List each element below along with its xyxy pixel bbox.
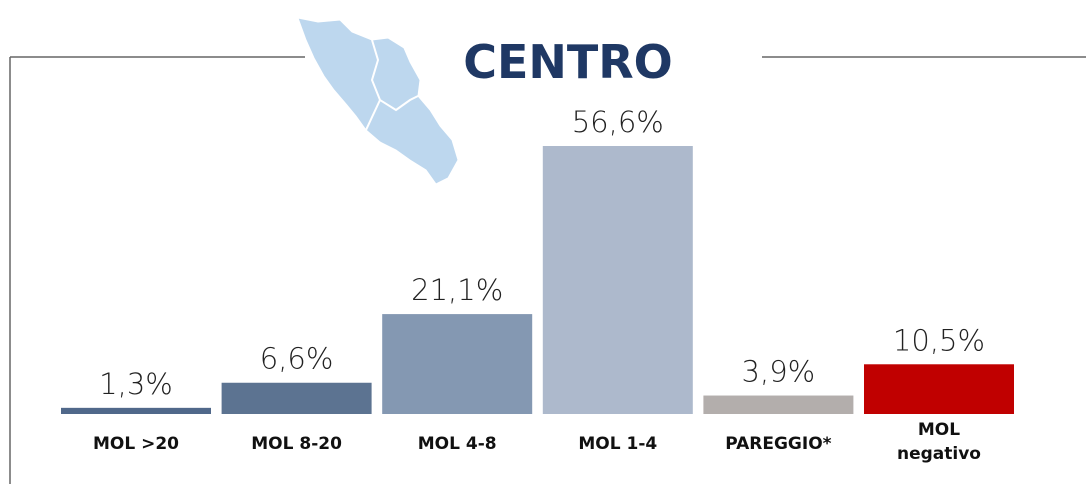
value-label: 56,6% xyxy=(572,105,664,139)
region-borders xyxy=(365,39,419,131)
value-label: 21,1% xyxy=(411,273,503,307)
value-label: 10,5% xyxy=(893,323,985,357)
bar xyxy=(61,407,211,414)
category-label: MOL 4-8 xyxy=(417,434,497,454)
bar xyxy=(542,146,693,414)
category-label: MOL negativo xyxy=(897,420,981,464)
bar xyxy=(221,382,372,414)
category-label: PAREGGIO* xyxy=(725,434,832,454)
region-map xyxy=(297,17,459,185)
category-label: MOL 8-20 xyxy=(251,434,342,454)
value-label: 6,6% xyxy=(260,342,334,376)
category-label: MOL 1-4 xyxy=(578,434,658,454)
value-label: 3,9% xyxy=(742,355,816,389)
bar xyxy=(703,395,854,414)
value-label: 1,3% xyxy=(99,367,173,401)
bar xyxy=(864,364,1014,414)
category-label: MOL >20 xyxy=(92,434,180,454)
bar xyxy=(382,314,533,414)
chart-title: CENTRO xyxy=(463,35,673,89)
